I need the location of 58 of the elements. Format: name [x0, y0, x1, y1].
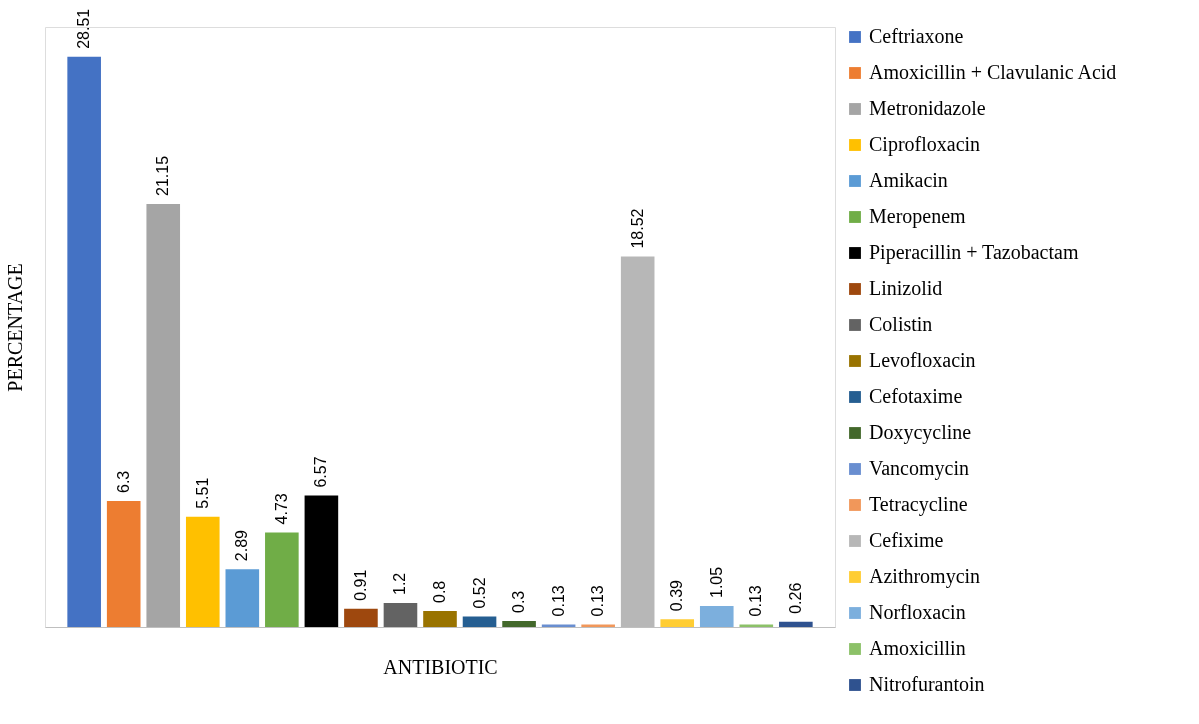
bar — [423, 611, 457, 627]
data-label: 0.8 — [431, 580, 448, 603]
bar — [699, 606, 734, 627]
data-label: 0.91 — [351, 569, 369, 601]
legend-label: Vancomycin — [869, 457, 969, 480]
data-label: 0.13 — [747, 585, 765, 617]
bar — [581, 624, 615, 627]
bar — [660, 619, 695, 627]
data-label: 6.3 — [114, 470, 132, 493]
bar — [541, 624, 576, 627]
bar — [739, 624, 774, 627]
legend-label: Cefixime — [869, 529, 944, 551]
bar — [146, 204, 181, 627]
bar — [67, 56, 101, 627]
data-label: 28.51 — [75, 8, 93, 49]
legend-label: Doxycycline — [869, 421, 972, 444]
x-axis-title: ANTIBIOTIC — [383, 655, 498, 678]
legend-label: Cefotaxime — [869, 385, 963, 407]
legend-label: Colistin — [869, 313, 933, 335]
bar — [462, 616, 497, 627]
bar — [185, 516, 220, 627]
bar — [502, 621, 536, 627]
legend-label: Meropenem — [869, 205, 967, 228]
bar — [106, 501, 141, 627]
bar — [304, 495, 339, 627]
bar — [344, 608, 378, 627]
legend-label: Amoxicillin + Clavulanic Acid — [869, 61, 1117, 83]
bar — [779, 621, 813, 627]
bar — [383, 603, 418, 627]
data-label: 0.52 — [470, 577, 488, 609]
data-label: 0.39 — [668, 579, 686, 612]
data-label: 21.15 — [154, 155, 172, 196]
legend-label: Ciprofloxacin — [869, 133, 981, 156]
legend-label: Nitrofurantoin — [869, 673, 985, 695]
legend-label: Azithromycin — [869, 565, 981, 588]
legend-label: Tetracycline — [869, 493, 968, 516]
legend-label: Linizolid — [869, 277, 943, 299]
legend-label: Amikacin — [869, 169, 948, 191]
legend-label: Amoxicillin — [869, 637, 966, 659]
data-label: 0.3 — [510, 590, 528, 613]
bar — [225, 569, 260, 627]
legend-label: Piperacillin + Tazobactam — [869, 241, 1079, 264]
legend-label: Ceftriaxone — [869, 25, 964, 47]
bar — [265, 532, 299, 627]
data-label: 4.73 — [272, 493, 290, 525]
data-label: 1.2 — [391, 572, 409, 595]
y-axis-title: PERCENTAGE — [3, 263, 26, 392]
data-label: 18.52 — [628, 208, 646, 249]
legend-label: Norfloxacin — [869, 601, 966, 623]
legend-label: Levofloxacin — [869, 349, 976, 371]
legend-label: Metronidazole — [869, 97, 986, 119]
data-label: 0.13 — [549, 585, 567, 617]
data-label: 1.05 — [707, 566, 725, 598]
data-label: 0.13 — [589, 585, 607, 617]
data-label: 6.57 — [312, 456, 330, 488]
data-label: 0.26 — [786, 582, 804, 614]
data-label: 2.89 — [233, 529, 251, 562]
data-label: 5.51 — [193, 477, 211, 509]
